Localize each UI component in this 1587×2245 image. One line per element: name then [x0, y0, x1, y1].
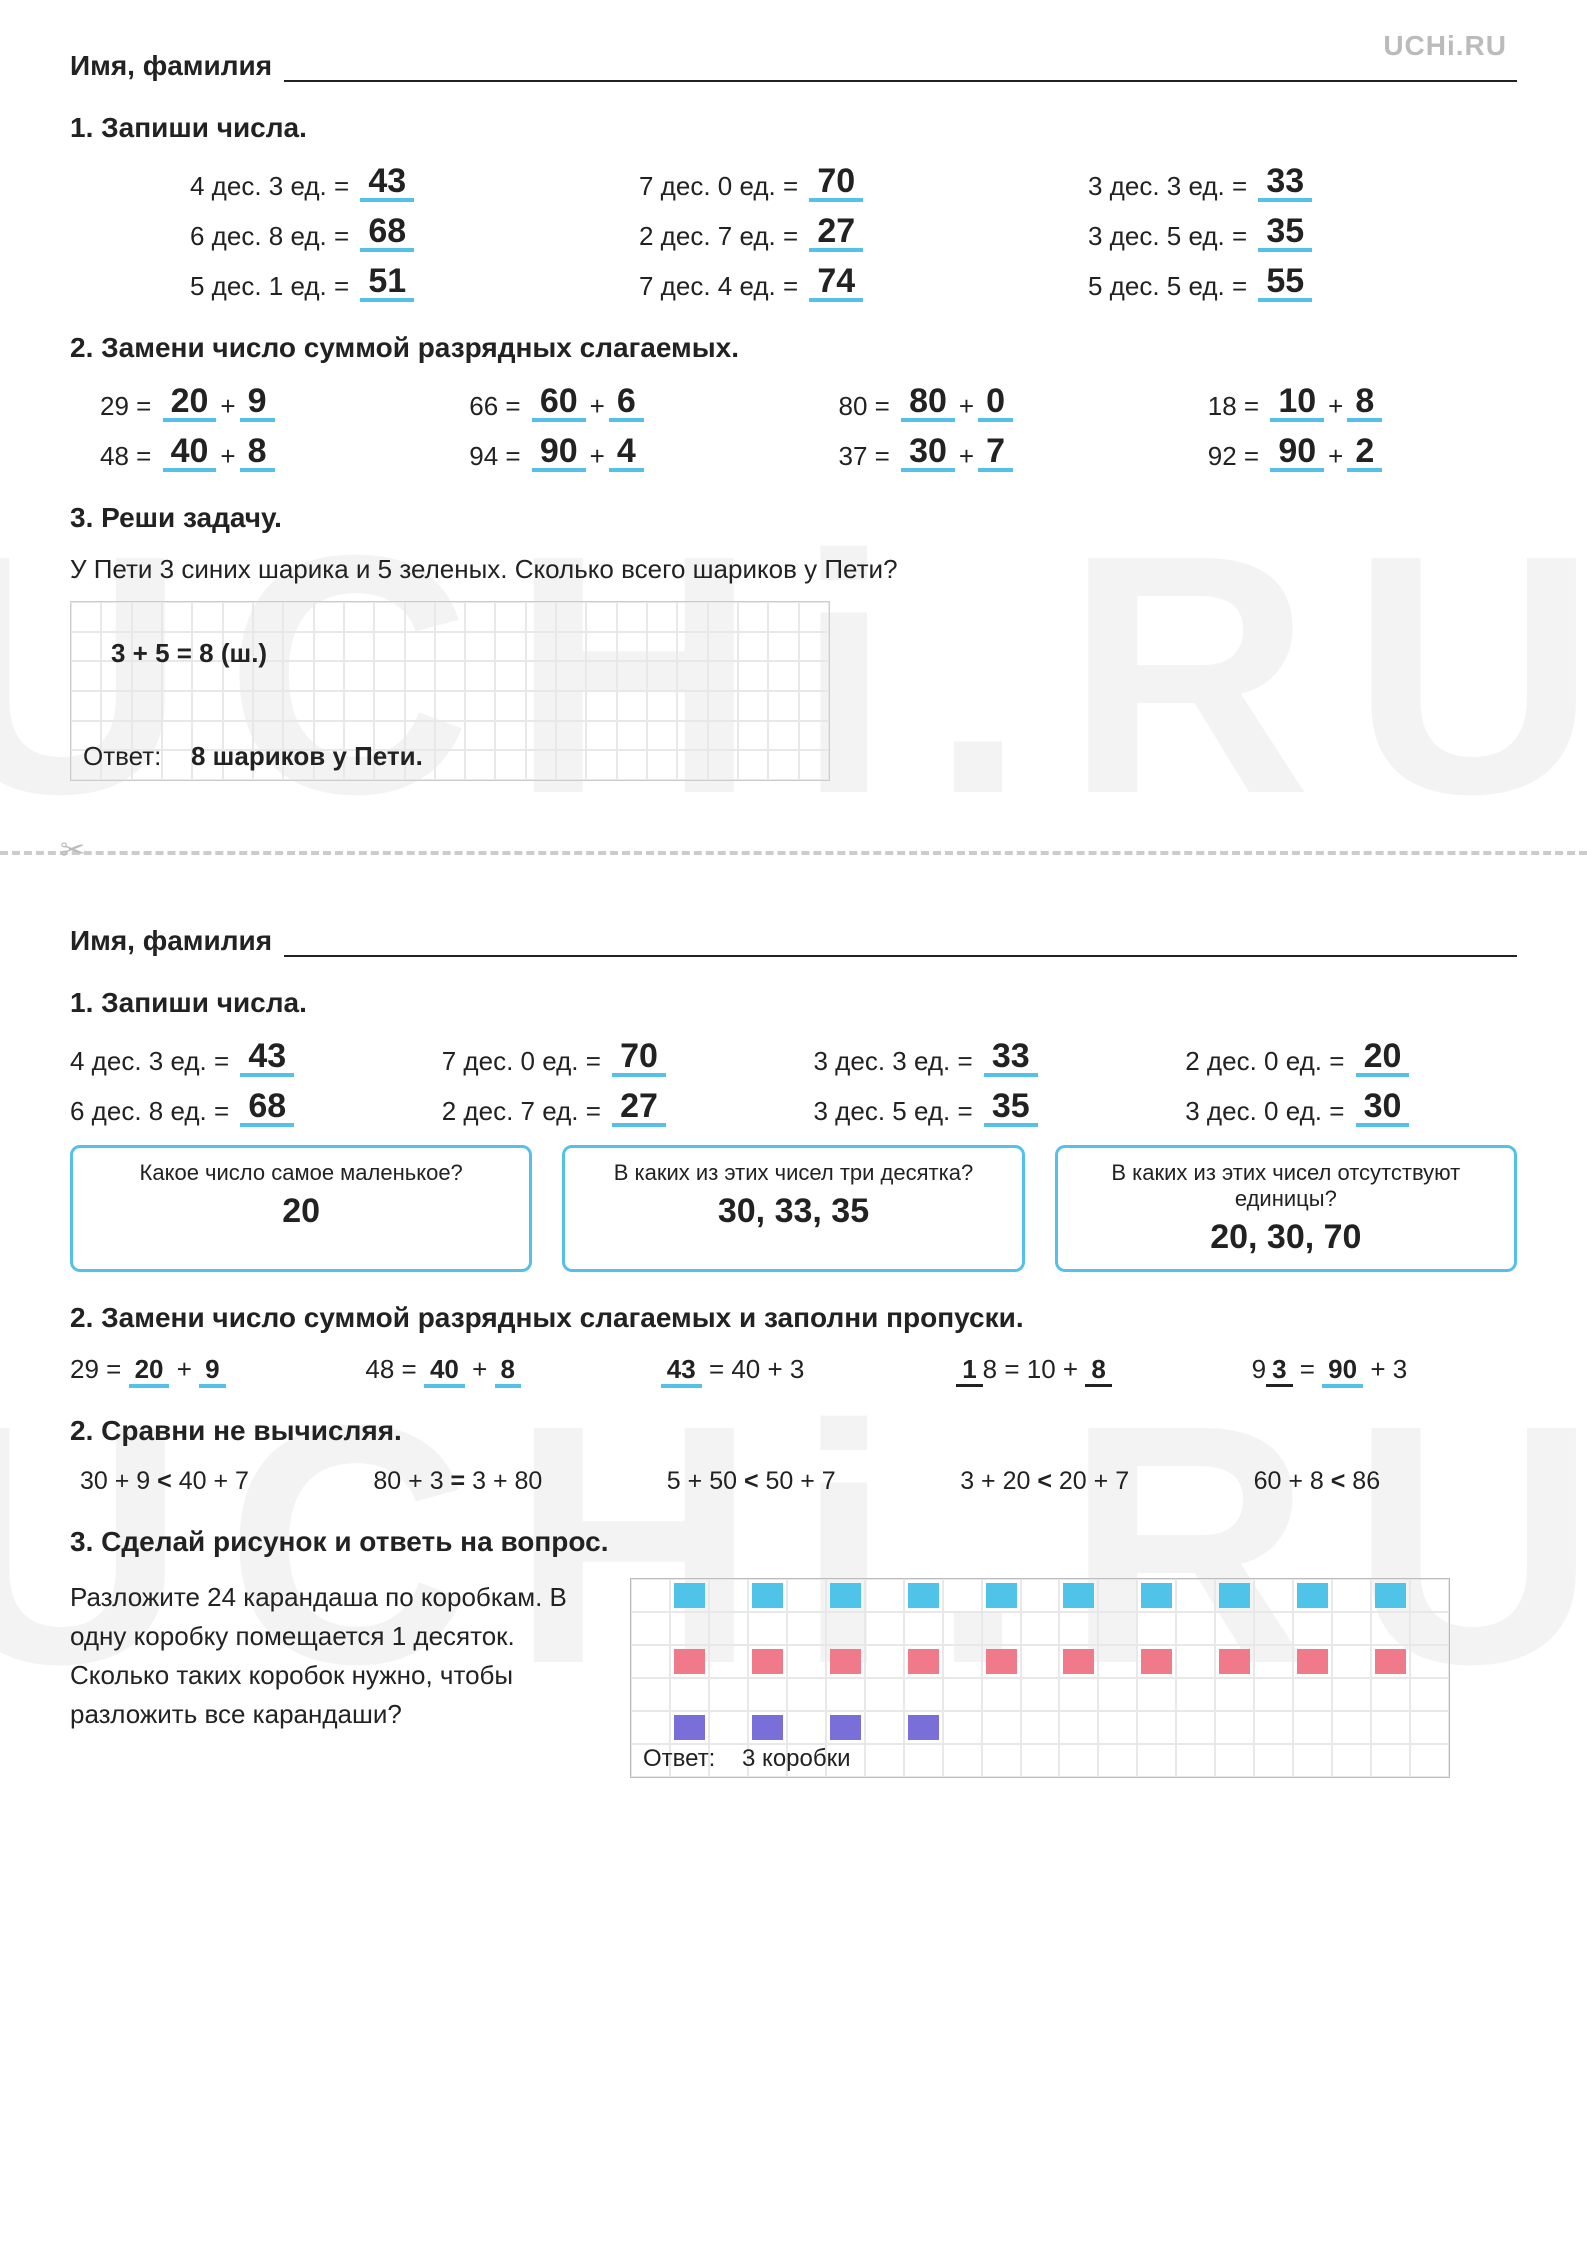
btask2b-grid: 30 + 9 < 40 + 7 80 + 3 = 3 + 80 5 + 50 < 5…: [80, 1467, 1517, 1496]
task3-text: У Пети 3 синих шарика и 5 зеленых. Сколь…: [70, 554, 1517, 585]
question-box: Какое число самое маленькое?20: [70, 1145, 532, 1272]
bt2-item: 18 = 10 + 8: [956, 1354, 1221, 1385]
bt1-item: 3 дес. 5 ед. = 35: [814, 1089, 1146, 1127]
btask2-grid: 29 = 20 + 9 48 = 40 + 8 43 = 40 + 3 18 = 10…: [70, 1354, 1517, 1385]
t2-item: 29 = 20+9: [100, 384, 409, 422]
btask3-title: 3. Сделай рисунок и ответь на вопрос.: [70, 1526, 1517, 1558]
bt2b-item: 80 + 3 = 3 + 80: [373, 1467, 636, 1496]
task3-ans-label: Ответ:: [83, 741, 161, 772]
task3-work: 3 + 5 = 8 (ш.): [111, 638, 267, 669]
bt2-item: 43 = 40 + 3: [661, 1354, 926, 1385]
pencil-grid: Ответ: 3 коробки: [630, 1578, 1450, 1778]
bt2-item: 48 = 40 + 8: [365, 1354, 630, 1385]
t2-item: 37 = 30+7: [839, 434, 1148, 472]
btask3-ans: 3 коробки: [742, 1745, 850, 1772]
btask3-text: Разложите 24 карандаша по коробкам. В од…: [70, 1578, 590, 1734]
bt2b-item: 30 + 9 < 40 + 7: [80, 1467, 343, 1496]
t2-item: 92 = 90+2: [1208, 434, 1517, 472]
bt2b-item: 3 + 20 < 20 + 7: [960, 1467, 1223, 1496]
name-field-row: Имя, фамилия: [70, 50, 1517, 82]
btask3-row: Разложите 24 карандаша по коробкам. В од…: [70, 1578, 1517, 1778]
bt1-item: 7 дес. 0 ед. = 70: [442, 1039, 774, 1077]
question-box: В каких из этих чисел отсутствуют единиц…: [1055, 1145, 1517, 1272]
task1-grid: 4 дес. 3 ед. = 43 7 дес. 0 ед. = 70 3 дес.…: [190, 164, 1457, 302]
t2-item: 18 = 10+8: [1208, 384, 1517, 422]
t1-item: 5 дес. 1 ед. = 51: [190, 264, 559, 302]
t1-item: 2 дес. 7 ед. = 27: [639, 214, 1008, 252]
bt2b-item: 5 + 50 < 50 + 7: [667, 1467, 930, 1496]
t1-item: 7 дес. 4 ед. = 74: [639, 264, 1008, 302]
scissor-icon: ✂: [60, 833, 85, 868]
bt1-item: 6 дес. 8 ед. = 68: [70, 1089, 402, 1127]
btask1-title: 1. Запиши числа.: [70, 987, 1517, 1019]
task2-grid: 29 = 20+9 66 = 60+6 80 = 80+0 18 = 10+8 48 =…: [100, 384, 1517, 472]
name-label: Имя, фамилия: [70, 925, 272, 957]
bt1-item: 2 дес. 0 ед. = 20: [1185, 1039, 1517, 1077]
name-underline[interactable]: [284, 80, 1517, 82]
t1-item: 6 дес. 8 ед. = 68: [190, 214, 559, 252]
task3-gridbox: 3 + 5 = 8 (ш.) Ответ: 8 шариков у Пети.: [70, 601, 830, 781]
name-underline[interactable]: [284, 955, 1517, 957]
btask2-title: 2. Замени число суммой разрядных слагаем…: [70, 1302, 1517, 1334]
t1-item: 7 дес. 0 ед. = 70: [639, 164, 1008, 202]
name-field-row: Имя, фамилия: [70, 925, 1517, 957]
btask2b-title: 2. Сравни не вычисляя.: [70, 1415, 1517, 1447]
bt2-item: 93 = 90 + 3: [1252, 1354, 1517, 1385]
task1-title: 1. Запиши числа.: [70, 112, 1517, 144]
t1-item: 3 дес. 5 ед. = 35: [1088, 214, 1457, 252]
bt1-item: 2 дес. 7 ед. = 27: [442, 1089, 774, 1127]
btask1-boxes: Какое число самое маленькое?20В каких из…: [70, 1145, 1517, 1272]
t2-item: 94 = 90+4: [469, 434, 778, 472]
t1-item: 3 дес. 3 ед. = 33: [1088, 164, 1457, 202]
bt2-item: 29 = 20 + 9: [70, 1354, 335, 1385]
name-label: Имя, фамилия: [70, 50, 272, 82]
cut-line: [0, 851, 1587, 855]
btask1-grid: 4 дес. 3 ед. = 43 7 дес. 0 ед. = 70 3 дес.…: [70, 1039, 1517, 1127]
question-box: В каких из этих чисел три десятка?30, 33…: [562, 1145, 1024, 1272]
t2-item: 66 = 60+6: [469, 384, 778, 422]
bt1-item: 3 дес. 3 ед. = 33: [814, 1039, 1146, 1077]
task3-title: 3. Реши задачу.: [70, 502, 1517, 534]
bt1-item: 4 дес. 3 ед. = 43: [70, 1039, 402, 1077]
t1-item: 4 дес. 3 ед. = 43: [190, 164, 559, 202]
bt2b-item: 60 + 8 < 86: [1254, 1467, 1517, 1496]
btask3-ans-row: Ответ: 3 коробки: [643, 1745, 851, 1773]
bt1-item: 3 дес. 0 ед. = 30: [1185, 1089, 1517, 1127]
t2-item: 80 = 80+0: [839, 384, 1148, 422]
task2-title: 2. Замени число суммой разрядных слагаем…: [70, 332, 1517, 364]
t2-item: 48 = 40+8: [100, 434, 409, 472]
t1-item: 5 дес. 5 ед. = 55: [1088, 264, 1457, 302]
task3-ans: 8 шариков у Пети.: [191, 741, 423, 772]
btask3-ans-label: Ответ:: [643, 1745, 715, 1772]
